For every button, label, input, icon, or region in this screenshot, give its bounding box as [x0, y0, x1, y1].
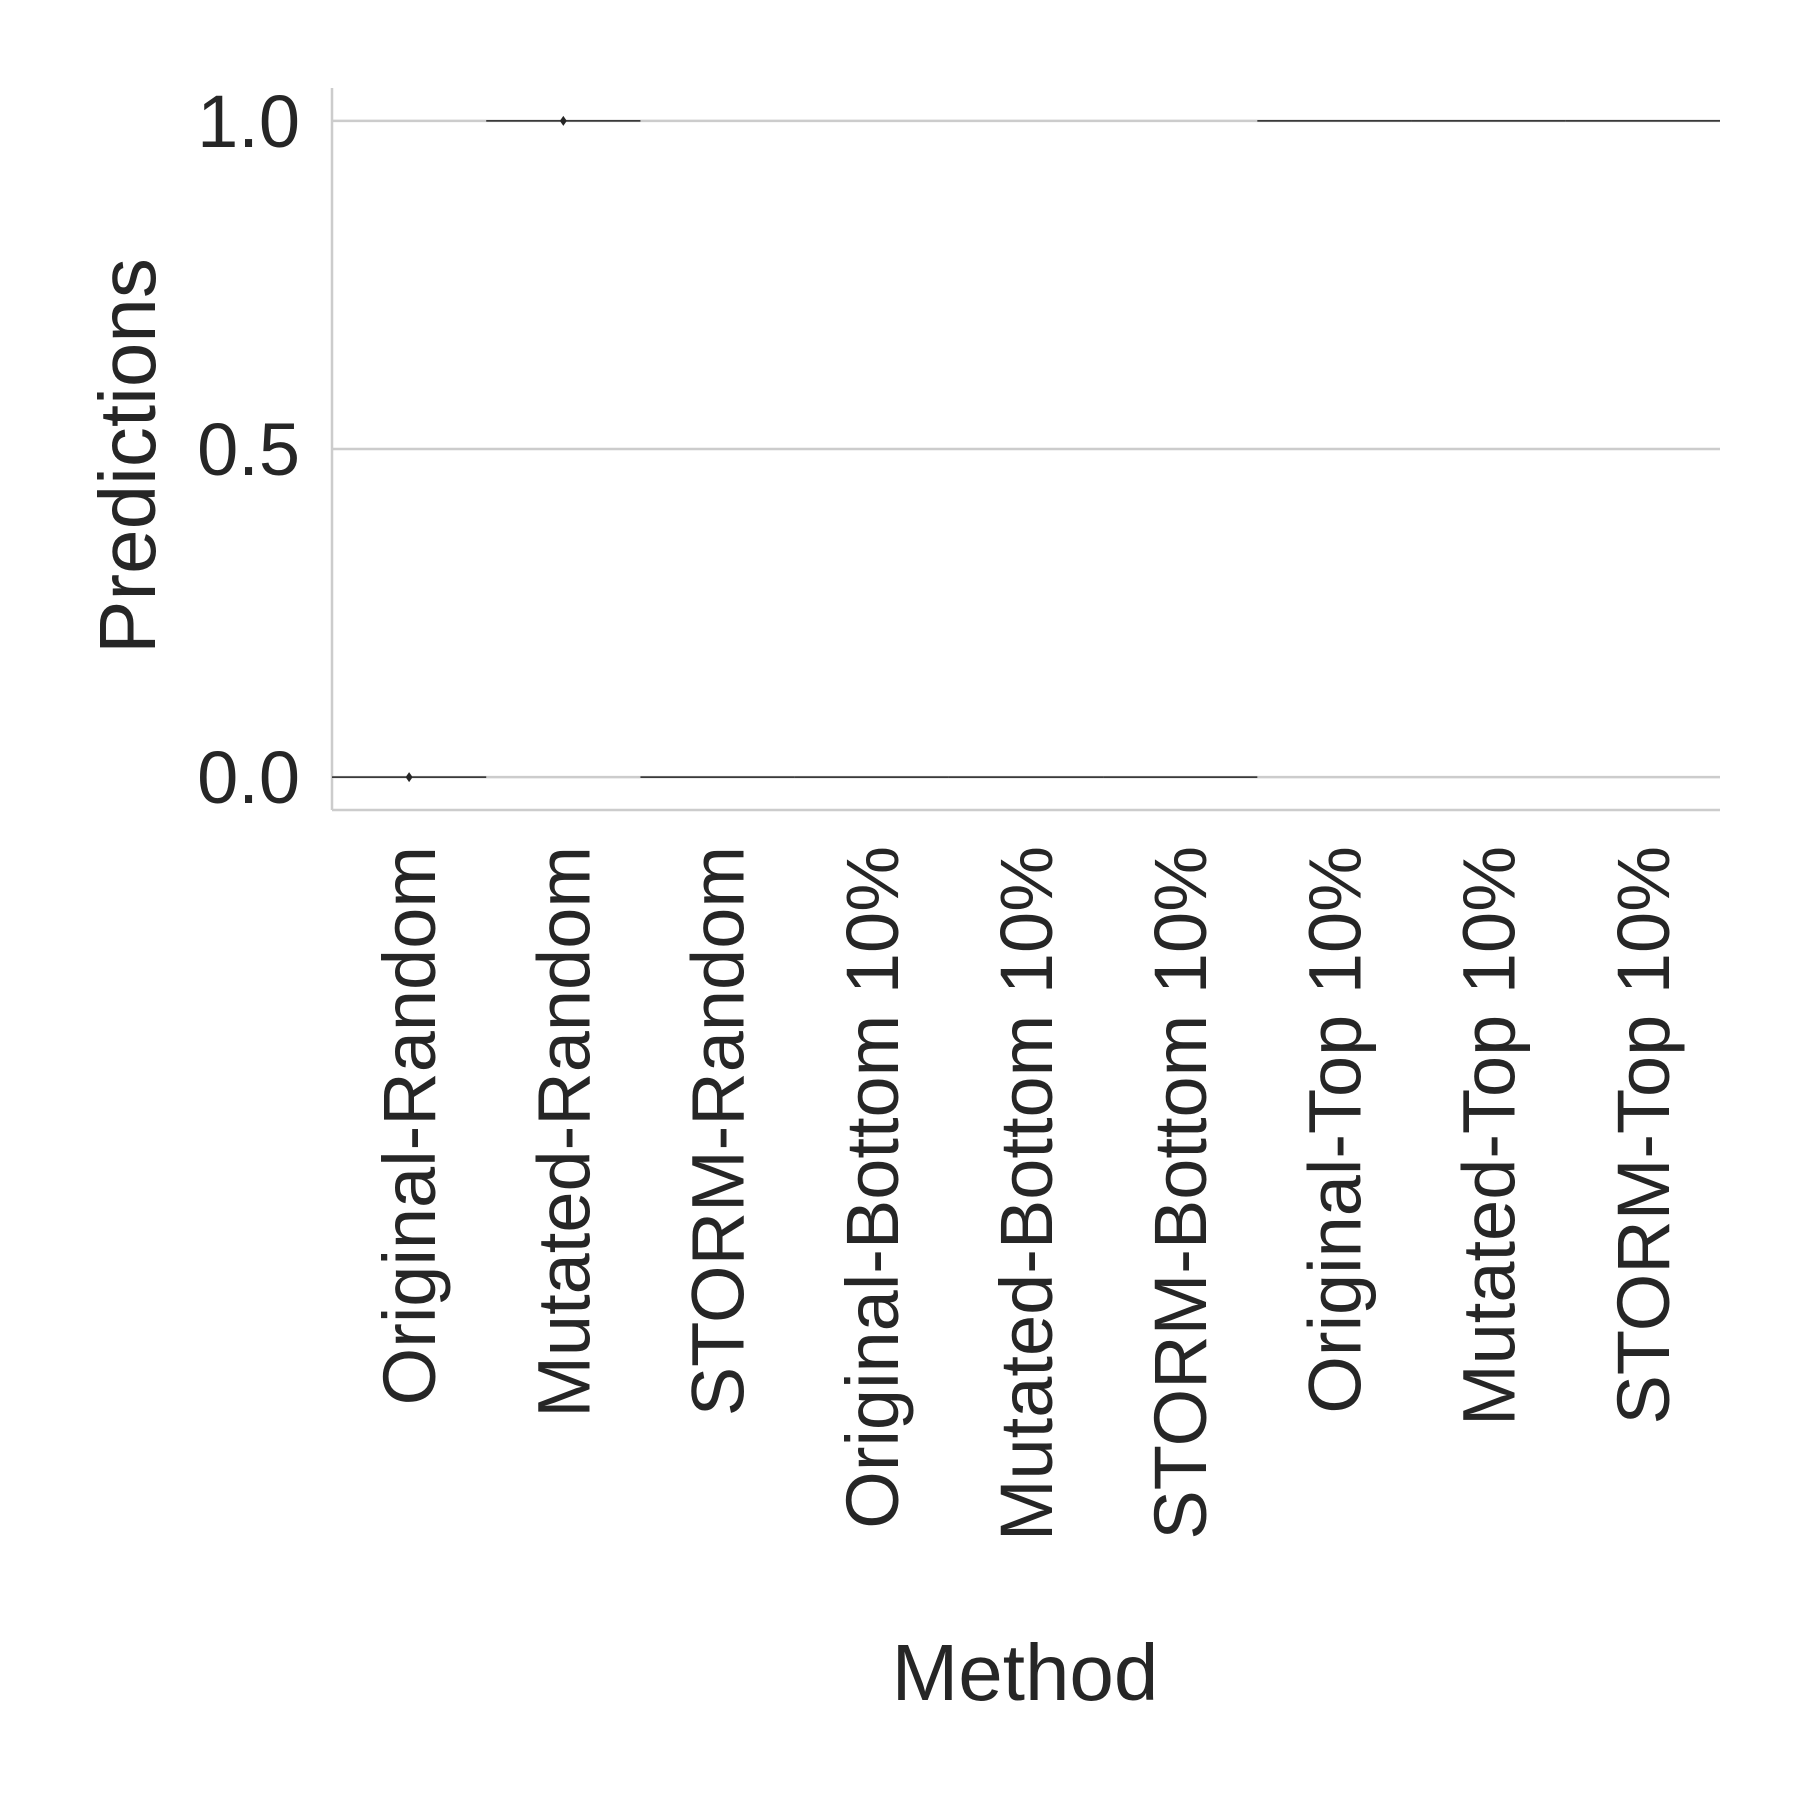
x-tick-label: Mutated-Bottom 10% [985, 846, 1068, 1541]
x-tick-label: Original-Bottom 10% [831, 846, 914, 1529]
outlier-point [405, 772, 413, 783]
x-axis-label: Method [892, 1628, 1159, 1717]
box-plot-series [332, 115, 1720, 783]
y-tick-label: 0.5 [197, 408, 300, 491]
y-axis-ticks: 0.0 0.5 1.0 [197, 80, 300, 819]
x-tick-label: Mutated-Random [522, 846, 605, 1418]
y-axis-label: Predictions [83, 258, 172, 654]
axes-spines [330, 88, 1720, 812]
x-tick-label: STORM-Random [677, 846, 760, 1416]
x-tick-label: STORM-Top 10% [1602, 846, 1685, 1425]
grid-lines [332, 119, 1720, 779]
x-axis-ticks: Original-Random Mutated-Random STORM-Rando… [368, 846, 1685, 1541]
y-tick-label: 0.0 [197, 736, 300, 819]
x-tick-label: Original-Top 10% [1293, 846, 1376, 1414]
y-tick-label: 1.0 [197, 80, 300, 163]
x-tick-label: Mutated-Top 10% [1448, 846, 1531, 1426]
outlier-point [559, 115, 567, 126]
x-tick-label: Original-Random [368, 846, 451, 1405]
x-tick-label: STORM-Bottom 10% [1139, 846, 1222, 1540]
